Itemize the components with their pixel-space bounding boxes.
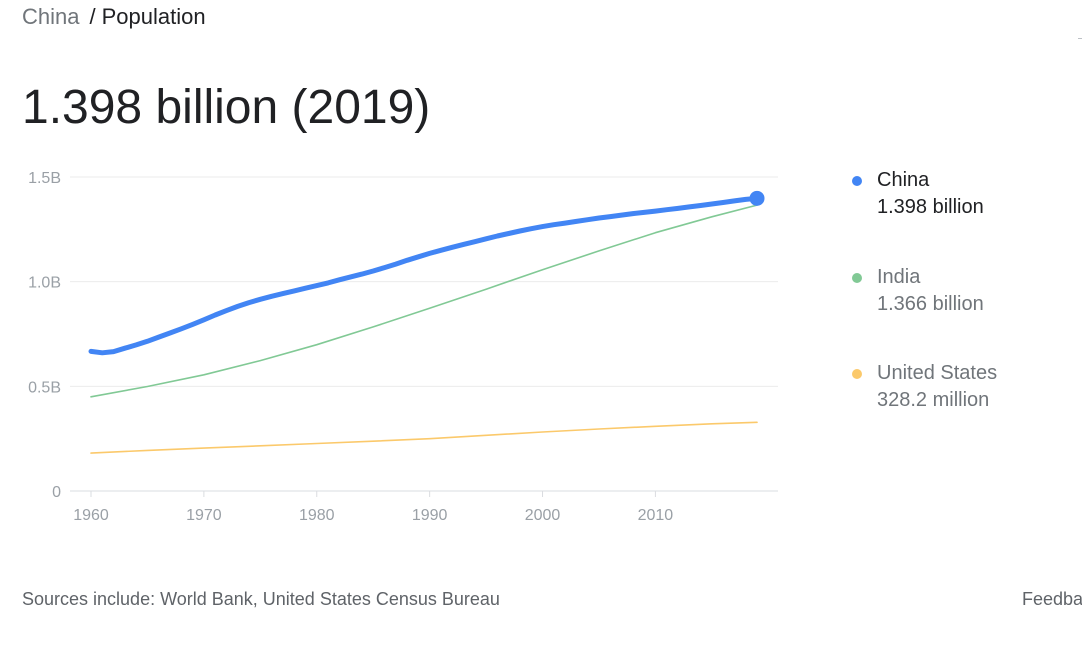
sources-note: Sources include: World Bank, United Stat…: [22, 588, 500, 610]
series-lines: [91, 191, 765, 453]
x-tick-label: 1970: [186, 507, 222, 524]
legend-dot-icon: [852, 176, 862, 186]
legend-series-value: 1.398 billion: [877, 195, 984, 219]
breadcrumb-link-china[interactable]: China: [22, 4, 79, 29]
legend-dot-icon: [852, 369, 862, 379]
x-tick-label: 1990: [412, 507, 448, 524]
legend-series-value: 1.366 billion: [877, 292, 984, 316]
population-line-chart[interactable]: 1.5B 1.0B 0.5B 0 1960 1970 1980 1990 2000 2010: [0, 160, 800, 540]
legend-series-value: 328.2 million: [877, 388, 989, 412]
x-tick-label: 1980: [299, 507, 335, 524]
legend-dot-icon: [852, 273, 862, 283]
series-line-china[interactable]: [91, 198, 757, 352]
grid-lines: [70, 177, 778, 491]
y-tick-label: 0: [52, 484, 61, 501]
divider: [1078, 38, 1082, 39]
headline-value: 1.398 billion (2019): [22, 78, 430, 138]
legend-series-name: India: [877, 265, 920, 289]
x-tick-label: 2000: [525, 507, 561, 524]
x-tick-label: 2010: [638, 507, 674, 524]
y-tick-label: 0.5B: [28, 379, 61, 396]
legend-series-name: United States: [877, 361, 997, 385]
feedback-link[interactable]: Feedba: [1022, 588, 1082, 610]
series-line-india[interactable]: [91, 205, 757, 397]
x-tick-label: 1960: [73, 507, 109, 524]
breadcrumb-separator: /: [89, 4, 95, 29]
breadcrumb-current-population: Population: [102, 4, 206, 29]
y-tick-label: 1.5B: [28, 170, 61, 187]
legend-series-name: China: [877, 168, 929, 192]
series-endpoint-china[interactable]: [750, 191, 765, 206]
breadcrumb: China / Population: [22, 4, 206, 30]
series-line-united-states[interactable]: [91, 422, 757, 453]
y-tick-label: 1.0B: [28, 275, 61, 292]
